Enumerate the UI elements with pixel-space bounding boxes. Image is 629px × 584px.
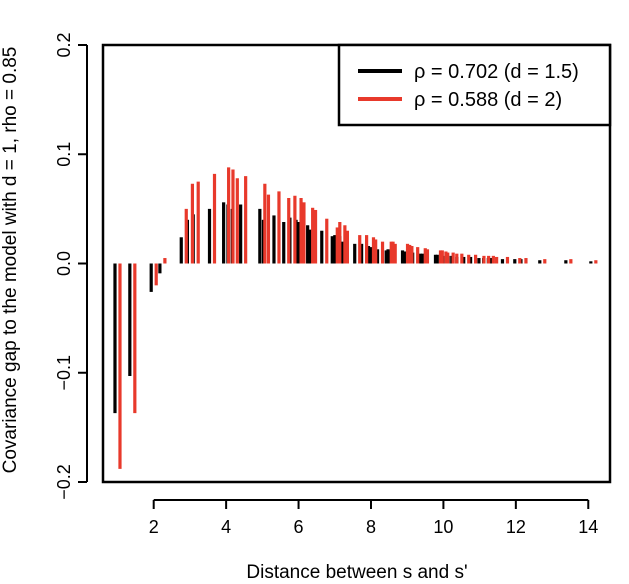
axes-layer: 2 4 6 8 10 12 14 −0.2 −0.1 0.0 0.1 0.2 bbox=[54, 32, 612, 537]
y-tick-label: −0.1 bbox=[54, 355, 74, 391]
y-tick-label: −0.2 bbox=[54, 464, 74, 500]
x-tick-label: 14 bbox=[578, 517, 598, 537]
legend: ρ = 0.702 (d = 1.5) ρ = 0.588 (d = 2) bbox=[337, 43, 612, 127]
legend-label-series-2: ρ = 0.588 (d = 2) bbox=[414, 89, 562, 111]
legend-label-series-1: ρ = 0.702 (d = 1.5) bbox=[414, 61, 579, 83]
x-tick-label: 2 bbox=[149, 517, 159, 537]
x-axis-title: Distance between s and s' bbox=[246, 562, 467, 583]
bars-layer bbox=[113, 167, 598, 469]
x-tick-label: 10 bbox=[433, 517, 453, 537]
x-tick-label: 12 bbox=[506, 517, 526, 537]
y-tick-label: 0.0 bbox=[54, 251, 74, 276]
y-tick-label: 0.2 bbox=[54, 32, 74, 57]
y-axis-title: Covariance gap to the model with d = 1, … bbox=[0, 47, 21, 474]
x-tick-label: 8 bbox=[366, 517, 376, 537]
y-tick-label: 0.1 bbox=[54, 142, 74, 167]
x-tick-label: 6 bbox=[294, 517, 304, 537]
legend-box bbox=[337, 43, 612, 127]
x-tick-label: 4 bbox=[221, 517, 231, 537]
